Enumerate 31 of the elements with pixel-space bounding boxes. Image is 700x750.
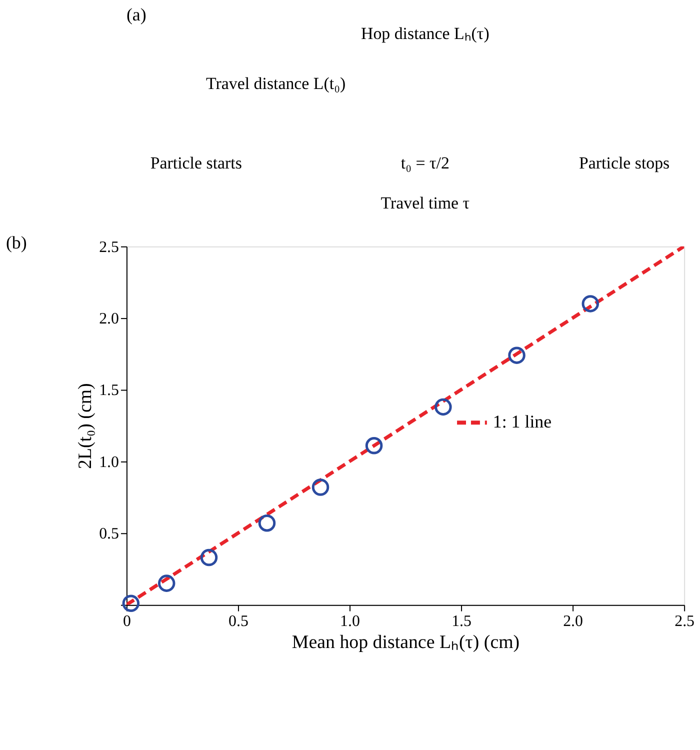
y-axis-title: 2L(t₀) (cm)	[75, 383, 96, 470]
point	[508, 346, 526, 364]
x-tick-label: 0	[122, 613, 131, 630]
text: Particle stops	[579, 154, 670, 173]
point	[582, 295, 600, 312]
x-tick-label: 0.5	[228, 613, 248, 630]
x-tick-label: 2.0	[563, 613, 584, 630]
point	[434, 398, 452, 416]
text: t₀ = τ/2	[400, 154, 450, 173]
chart-title: (b)	[6, 232, 27, 252]
y-tick-label: 2.0	[99, 310, 120, 328]
y-tick-label: 2.5	[99, 238, 120, 256]
legend-label: 1: 1 line	[492, 412, 552, 432]
text: Particle starts	[150, 154, 242, 173]
text: Travel time τ	[380, 194, 470, 213]
point	[258, 514, 276, 532]
text: (a)	[126, 4, 146, 24]
x-tick-label: 1.0	[340, 613, 360, 630]
point	[158, 574, 176, 592]
text: Hop distance Lₕ(τ)	[361, 24, 490, 44]
point	[122, 594, 140, 612]
point	[312, 478, 330, 496]
x-tick-label: 2.5	[674, 613, 695, 630]
point	[200, 548, 218, 566]
y-tick-label: 1.5	[99, 382, 120, 400]
y-tick-label: 0.5	[99, 526, 120, 543]
y-tick-label: 1.0	[99, 454, 120, 471]
text: Travel distance L(t₀)	[206, 74, 346, 94]
x-tick-label: 1.5	[452, 613, 472, 630]
point	[365, 437, 383, 454]
x-axis-title: Mean hop distance Lₕ(τ) (cm)	[292, 632, 520, 654]
